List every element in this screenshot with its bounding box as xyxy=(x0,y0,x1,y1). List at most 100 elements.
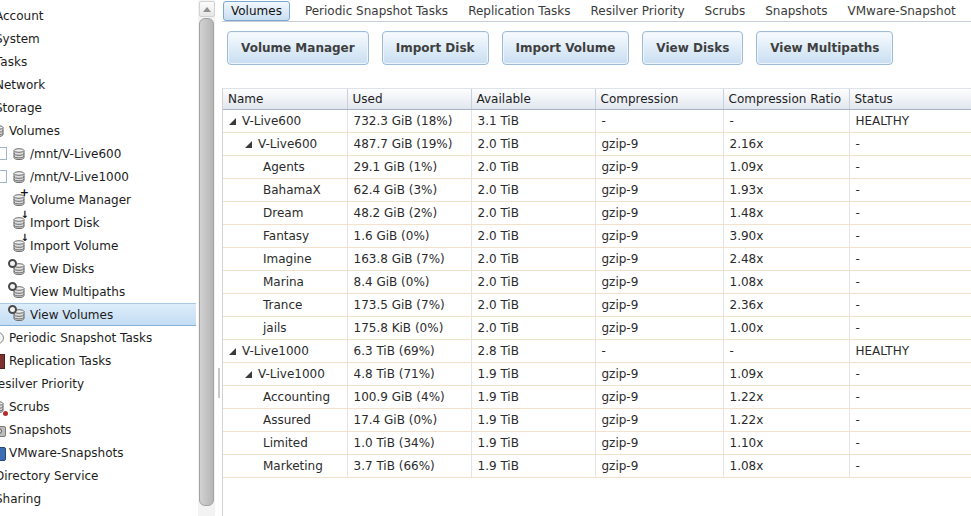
tab-periodic-snapshot-tasks[interactable]: Periodic Snapshot Tasks xyxy=(295,1,458,21)
sidebar-item-view-volumes[interactable]: View Volumes xyxy=(0,303,196,326)
sidebar-item-import-volume[interactable]: Import Volume xyxy=(0,234,196,257)
sidebar-item-system[interactable]: System xyxy=(0,27,196,50)
used-cell: 6.3 TiB (69%) xyxy=(347,340,471,363)
row-name: BahamaX xyxy=(263,183,321,197)
sidebar-item-network[interactable]: Network xyxy=(0,73,196,96)
sidebar-item-scrubs[interactable]: Scrubs xyxy=(0,395,196,418)
expand-triangle-icon[interactable] xyxy=(245,371,252,378)
database-search-icon xyxy=(11,284,27,300)
sidebar-item-tasks[interactable]: Tasks xyxy=(0,50,196,73)
table-row[interactable]: V-Live600 487.7 GiB (19%) 2.0 TiB gzip-9… xyxy=(223,133,971,156)
tab-scrubs[interactable]: Scrubs xyxy=(695,1,756,21)
table-row[interactable]: BahamaX 62.4 GiB (3%) 2.0 TiB gzip-9 1.9… xyxy=(223,179,971,202)
tab-resilver-priority[interactable]: Resilver Priority xyxy=(581,1,695,21)
column-header-compression-ratio[interactable]: Compression Ratio xyxy=(723,89,849,110)
sidebar-item-mnt-v-live600[interactable]: /mnt/V-Live600 xyxy=(0,142,196,165)
status-cell: - xyxy=(849,432,971,455)
tab-snapshots[interactable]: Snapshots xyxy=(755,1,837,21)
expand-triangle-icon[interactable] xyxy=(245,141,252,148)
column-header-used[interactable]: Used xyxy=(347,89,471,110)
import-disk-button[interactable]: Import Disk xyxy=(382,31,489,65)
sidebar-scrollbar[interactable] xyxy=(198,0,215,516)
import-volume-button[interactable]: Import Volume xyxy=(502,31,630,65)
sidebar-item-snapshots[interactable]: Snapshots xyxy=(0,418,196,441)
view-disks-button[interactable]: View Disks xyxy=(642,31,743,65)
compression-ratio-cell: 1.00x xyxy=(723,317,849,340)
table-row[interactable]: Limited 1.0 TiB (34%) 1.9 TiB gzip-9 1.1… xyxy=(223,432,971,455)
used-cell: 8.4 GiB (0%) xyxy=(347,271,471,294)
volume-manager-button[interactable]: Volume Manager xyxy=(227,31,369,65)
sidebar-item-volume-manager[interactable]: Volume Manager xyxy=(0,188,196,211)
sidebar-item-label: Resilver Priority xyxy=(0,377,84,391)
expand-triangle-icon[interactable] xyxy=(229,348,236,355)
available-cell: 2.0 TiB xyxy=(471,294,595,317)
row-name: Marina xyxy=(263,275,304,289)
status-cell: - xyxy=(849,409,971,432)
sidebar-item-import-disk[interactable]: Import Disk xyxy=(0,211,196,234)
table-row[interactable]: Dream 48.2 GiB (2%) 2.0 TiB gzip-9 1.48x… xyxy=(223,202,971,225)
used-cell: 1.6 GiB (0%) xyxy=(347,225,471,248)
name-cell: Accounting xyxy=(223,386,347,409)
used-cell: 487.7 GiB (19%) xyxy=(347,133,471,156)
sidebar-item-label: View Disks xyxy=(30,262,94,276)
table-row[interactable]: V-Live1000 4.8 TiB (71%) 1.9 TiB gzip-9 … xyxy=(223,363,971,386)
scrollbar-up-arrow-icon[interactable] xyxy=(199,1,215,17)
table-row[interactable]: Fantasy 1.6 GiB (0%) 2.0 TiB gzip-9 3.90… xyxy=(223,225,971,248)
column-header-compression[interactable]: Compression xyxy=(595,89,723,110)
sidebar-item-view-multipaths[interactable]: View Multipaths xyxy=(0,280,196,303)
expand-box-icon[interactable] xyxy=(0,170,7,183)
name-cell: Marketing xyxy=(223,455,347,478)
tab-bar: VolumesPeriodic Snapshot TasksReplicatio… xyxy=(222,0,971,22)
view-multipaths-button[interactable]: View Multipaths xyxy=(756,31,893,65)
table-row[interactable]: V-Live1000 6.3 TiB (69%) 2.8 TiB - - HEA… xyxy=(223,340,971,363)
sidebar-item-services[interactable]: Services xyxy=(0,510,196,516)
sidebar-item-periodic-snapshot-tasks[interactable]: Periodic Snapshot Tasks xyxy=(0,326,196,349)
scrollbar-thumb[interactable] xyxy=(199,18,214,506)
compression-ratio-cell: 1.22x xyxy=(723,409,849,432)
table-row[interactable]: Imagine 163.8 GiB (7%) 2.0 TiB gzip-9 2.… xyxy=(223,248,971,271)
row-name: Imagine xyxy=(263,252,312,266)
compression-ratio-cell: 2.36x xyxy=(723,294,849,317)
expand-triangle-icon[interactable] xyxy=(229,118,236,125)
available-cell: 1.9 TiB xyxy=(471,386,595,409)
available-cell: 2.0 TiB xyxy=(471,248,595,271)
status-cell: - xyxy=(849,294,971,317)
tab-replication-tasks[interactable]: Replication Tasks xyxy=(458,1,580,21)
column-header-status[interactable]: Status xyxy=(849,89,971,110)
tab-volumes[interactable]: Volumes xyxy=(223,1,290,21)
compression-ratio-cell: 1.48x xyxy=(723,202,849,225)
status-cell: - xyxy=(849,179,971,202)
compression-ratio-cell: 3.90x xyxy=(723,225,849,248)
sidebar-item-vmware-snapshots[interactable]: VMware-Snapshots xyxy=(0,441,196,464)
column-header-available[interactable]: Available xyxy=(471,89,595,110)
sidebar-item-label: Volume Manager xyxy=(30,193,131,207)
sidebar-item-volumes[interactable]: Volumes xyxy=(0,119,196,142)
sidebar-item-mnt-v-live1000[interactable]: /mnt/V-Live1000 xyxy=(0,165,196,188)
sidebar-item-resilver-priority[interactable]: Resilver Priority xyxy=(0,372,196,395)
compression-ratio-cell: 1.08x xyxy=(723,271,849,294)
tab-vmware-snapshot[interactable]: VMware-Snapshot xyxy=(838,1,966,21)
grid-header-row: NameUsedAvailableCompressionCompression … xyxy=(223,89,971,110)
row-name: Limited xyxy=(263,436,308,450)
table-row[interactable]: jails 175.8 KiB (0%) 2.0 TiB gzip-9 1.00… xyxy=(223,317,971,340)
table-row[interactable]: Accounting 100.9 GiB (4%) 1.9 TiB gzip-9… xyxy=(223,386,971,409)
sidebar-item-view-disks[interactable]: View Disks xyxy=(0,257,196,280)
splitter-grip-icon xyxy=(218,368,220,398)
status-cell: - xyxy=(849,363,971,386)
available-cell: 2.8 TiB xyxy=(471,340,595,363)
sidebar-item-replication-tasks[interactable]: Replication Tasks xyxy=(0,349,196,372)
sidebar-item-storage[interactable]: Storage xyxy=(0,96,196,119)
table-row[interactable]: Agents 29.1 GiB (1%) 2.0 TiB gzip-9 1.09… xyxy=(223,156,971,179)
table-row[interactable]: Trance 173.5 GiB (7%) 2.0 TiB gzip-9 2.3… xyxy=(223,294,971,317)
table-row[interactable]: Marina 8.4 GiB (0%) 2.0 TiB gzip-9 1.08x… xyxy=(223,271,971,294)
table-row[interactable]: Marketing 3.7 TiB (66%) 1.9 TiB gzip-9 1… xyxy=(223,455,971,478)
column-header-name[interactable]: Name xyxy=(223,89,347,110)
table-row[interactable]: Assured 17.4 GiB (0%) 1.9 TiB gzip-9 1.2… xyxy=(223,409,971,432)
table-row[interactable]: V-Live600 732.3 GiB (18%) 3.1 TiB - - HE… xyxy=(223,110,971,133)
sidebar-item-account[interactable]: Account xyxy=(0,4,196,27)
name-cell: V-Live1000 xyxy=(223,363,347,386)
sidebar-item-directory-service[interactable]: Directory Service xyxy=(0,464,196,487)
expand-box-icon[interactable] xyxy=(0,147,7,160)
sidebar-item-sharing[interactable]: Sharing xyxy=(0,487,196,510)
tab-label: VMware-Snapshot xyxy=(848,4,956,18)
